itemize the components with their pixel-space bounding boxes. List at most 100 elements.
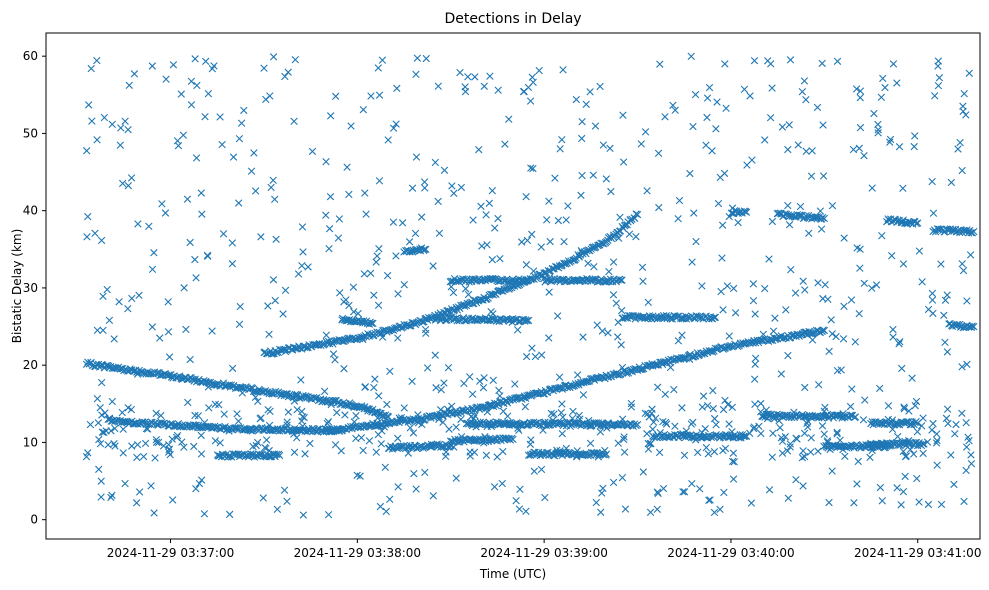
data-point-marker: [555, 262, 564, 270]
data-point-marker: [607, 187, 615, 196]
data-point-marker: [547, 409, 555, 418]
data-point-marker: [124, 404, 132, 412]
data-point-marker: [592, 498, 600, 507]
data-point-marker: [920, 440, 928, 448]
data-point-marker: [413, 246, 422, 254]
data-point-marker: [874, 129, 882, 137]
data-point-marker: [103, 285, 111, 294]
data-point-marker: [598, 239, 607, 247]
data-point-marker: [901, 472, 909, 481]
data-point-marker: [710, 508, 719, 517]
data-point-marker: [913, 474, 921, 483]
data-point-marker: [671, 106, 679, 114]
data-point-marker: [618, 276, 626, 284]
data-point-marker: [378, 56, 387, 64]
data-point-marker: [251, 393, 260, 401]
data-point-marker: [632, 210, 640, 218]
data-point-marker: [962, 466, 970, 475]
data-point-marker: [912, 397, 921, 406]
data-point-marker: [522, 261, 531, 269]
data-point-marker: [326, 192, 335, 201]
data-point-marker: [345, 301, 353, 310]
data-point-marker: [429, 492, 437, 500]
data-point-marker: [866, 453, 874, 462]
data-point-marker: [627, 403, 636, 411]
data-point-marker: [420, 178, 429, 186]
data-point-marker: [191, 55, 199, 63]
data-point-marker: [578, 134, 586, 143]
data-point-marker: [807, 434, 815, 442]
data-point-marker: [265, 446, 273, 455]
data-point-marker: [620, 435, 628, 444]
data-point-marker: [281, 286, 290, 295]
data-point-marker: [687, 420, 696, 428]
data-point-marker: [963, 360, 971, 369]
data-point-marker: [542, 388, 551, 396]
data-point-marker: [172, 433, 181, 442]
data-point-marker: [187, 77, 196, 86]
x-tick-label: 2024-11-29 03:40:00: [667, 546, 794, 560]
data-point-marker: [911, 132, 919, 140]
data-point-marker: [584, 259, 592, 268]
data-point-marker: [577, 191, 585, 200]
data-point-marker: [516, 485, 524, 493]
data-point-marker: [943, 348, 952, 356]
data-point-marker: [703, 113, 711, 122]
data-point-marker: [91, 229, 99, 238]
data-point-marker: [680, 451, 689, 460]
data-point-marker: [851, 413, 860, 421]
data-point-marker: [799, 447, 807, 455]
data-point-marker: [583, 377, 591, 386]
data-point-marker: [824, 438, 832, 447]
data-point-marker: [322, 331, 331, 339]
y-tick-label: 60: [23, 49, 38, 63]
data-point-marker: [373, 414, 382, 422]
data-point-marker: [786, 56, 795, 64]
data-point-marker: [742, 208, 751, 216]
data-point-marker: [639, 277, 647, 285]
data-point-marker: [586, 88, 594, 96]
data-point-marker: [501, 315, 509, 324]
data-point-marker: [879, 74, 887, 83]
data-point-marker: [374, 301, 383, 309]
data-point-marker: [839, 445, 847, 454]
data-point-marker: [372, 422, 380, 430]
data-point-marker: [404, 449, 412, 457]
data-point-marker: [821, 403, 829, 412]
data-point-marker: [204, 252, 212, 260]
data-point-marker: [798, 87, 807, 96]
data-point-marker: [691, 90, 700, 99]
data-point-marker: [593, 321, 601, 329]
data-point-marker: [375, 177, 384, 185]
data-point-marker: [959, 266, 968, 275]
data-point-marker: [236, 302, 244, 311]
data-point-marker: [956, 138, 964, 147]
data-point-marker: [670, 385, 678, 394]
data-point-marker: [960, 497, 968, 506]
data-point-marker: [786, 440, 795, 448]
data-point-marker: [653, 433, 661, 441]
data-point-marker: [325, 244, 333, 253]
data-point-marker: [892, 439, 900, 447]
data-point-marker: [475, 405, 484, 413]
data-point-marker: [784, 351, 792, 360]
data-point-marker: [812, 213, 820, 221]
data-point-marker: [680, 354, 688, 362]
data-point-marker: [128, 442, 136, 450]
data-point-marker: [322, 158, 330, 166]
data-point-marker: [290, 397, 299, 405]
data-point-marker: [148, 323, 157, 331]
data-point-marker: [944, 419, 952, 428]
data-point-marker: [283, 418, 291, 426]
data-point-marker: [422, 54, 430, 63]
data-point-marker: [437, 385, 445, 394]
data-point-marker: [587, 422, 595, 430]
data-point-marker: [889, 333, 897, 341]
data-point-marker: [784, 201, 792, 210]
data-point-marker: [202, 57, 210, 66]
data-point-marker: [431, 158, 440, 167]
data-point-marker: [653, 505, 661, 514]
data-point-marker: [750, 56, 759, 65]
data-point-marker: [460, 379, 468, 388]
